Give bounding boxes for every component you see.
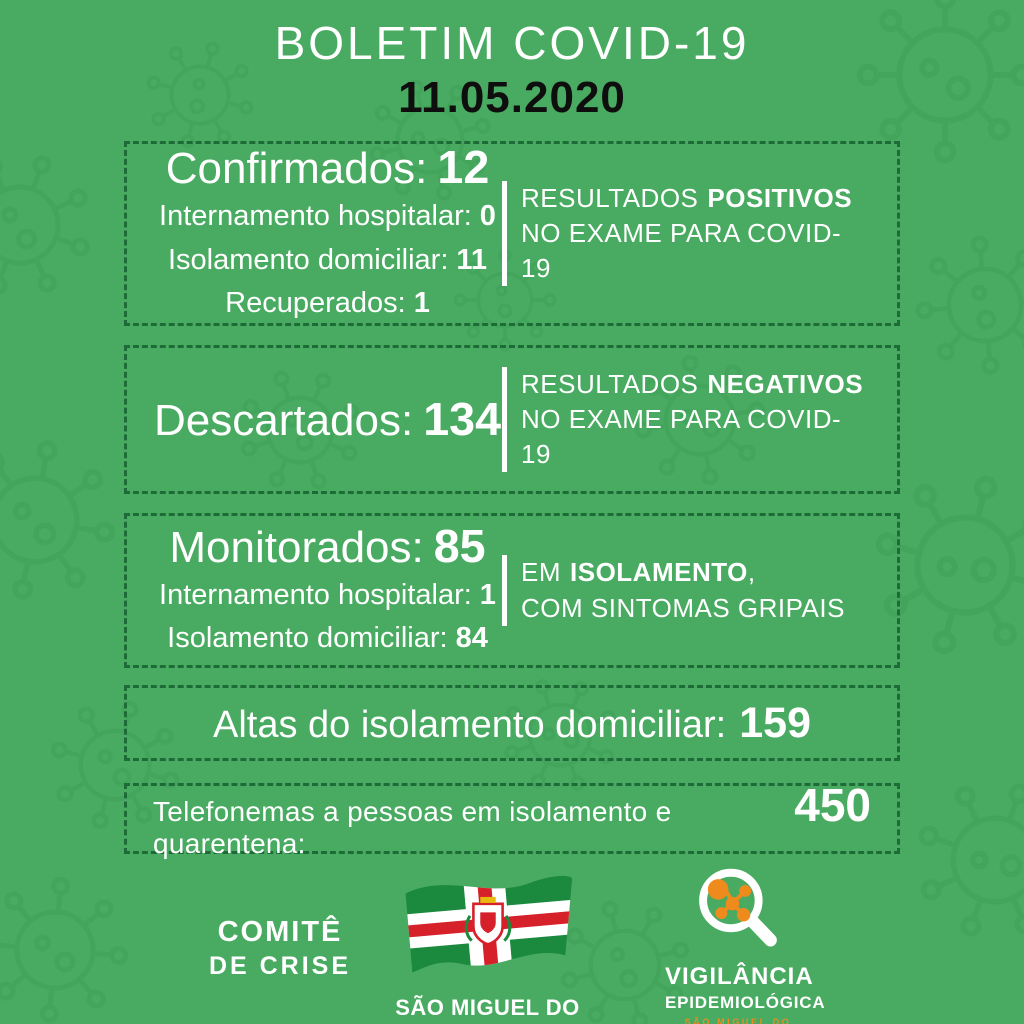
- discarded-label: Descartados:: [153, 395, 414, 445]
- detail-label: Internamento hospitalar:: [159, 578, 472, 611]
- vigilancia-city: SÃO MIGUEL DO OESTE: [684, 1017, 792, 1024]
- detail-row-hospital: Internamento hospitalar: 0: [153, 195, 502, 239]
- detail-label: Isolamento domiciliar:: [167, 243, 449, 276]
- comite-line1: COMITÊ: [217, 916, 343, 948]
- monitored-value: 85: [433, 520, 486, 573]
- note-text: RESULTADOS: [521, 182, 699, 213]
- discarded-cases-box: Descartados: 134 RESULTADOS NEGATIVOS NO E…: [124, 345, 900, 494]
- magnifier-virus-icon: [699, 868, 777, 947]
- vigilancia-title: VIGILÂNCIA: [665, 963, 814, 990]
- note-text: ,: [747, 557, 756, 588]
- sao-miguel-do-oeste-flag-icon: [405, 875, 572, 973]
- monitored-cases-box: Monitorados: 85 Internamento hospitalar: 1…: [124, 513, 900, 668]
- epidemiological-surveillance-logo: VIGILÂNCIA EPIDEMIOLÓGICA SÃO MIGUEL DO …: [665, 864, 826, 1024]
- note-text: EM: [521, 557, 561, 588]
- note-bold: NEGATIVOS: [707, 368, 864, 399]
- negative-results-note: RESULTADOS NEGATIVOS NO EXAME PARA COVID-…: [502, 366, 871, 473]
- monitored-headline: Monitorados: 85: [153, 520, 502, 574]
- monitored-cases-stats: Monitorados: 85 Internamento hospitalar: 1…: [153, 520, 502, 661]
- confirmed-value: 12: [437, 141, 490, 194]
- vigilancia-subtitle: EPIDEMIOLÓGICA: [665, 993, 826, 1012]
- crisis-committee-label: COMITÊ DE CRISE: [200, 916, 360, 981]
- phone-calls-box: Telefonemas a pessoas em isolamento e qu…: [124, 779, 900, 859]
- comite-line2: DE CRISE: [208, 952, 352, 980]
- confirmed-label: Confirmados:: [165, 144, 428, 194]
- phone-calls-line: Telefonemas a pessoas em isolamento e qu…: [153, 778, 871, 860]
- detail-row-recovered: Recuperados: 1: [153, 282, 502, 326]
- discharges-label: Altas do isolamento domiciliar:: [213, 703, 727, 746]
- note-text: NO EXAME PARA COVID-19: [521, 217, 842, 284]
- detail-label: Recuperados:: [225, 287, 406, 320]
- monitored-label: Monitorados:: [169, 523, 424, 573]
- detail-value: 0: [479, 200, 496, 233]
- page-title: BOLETIM COVID-19: [274, 17, 750, 69]
- confirmed-cases-box: Confirmados: 12 Internamento hospitalar: 0…: [124, 141, 900, 326]
- isolation-discharges-box: Altas do isolamento domiciliar: 159: [124, 685, 900, 761]
- city-flag-caption: SÃO MIGUEL DO OESTE: [395, 995, 580, 1024]
- discharges-value: 159: [739, 698, 811, 747]
- phone-calls-value: 450: [794, 778, 871, 831]
- discarded-cases-stats: Descartados: 134: [153, 393, 502, 447]
- detail-row-home-isolation: Isolamento domiciliar: 11: [153, 239, 502, 283]
- detail-label: Isolamento domiciliar:: [167, 622, 448, 655]
- detail-label: Internamento hospitalar:: [159, 200, 472, 233]
- detail-value: 1: [413, 287, 430, 320]
- phone-calls-label: Telefonemas a pessoas em isolamento e qu…: [153, 795, 672, 859]
- city-flag-block: SÃO MIGUEL DO OESTE: [390, 866, 585, 1024]
- detail-value: 1: [479, 578, 496, 611]
- detail-value: 84: [455, 622, 488, 655]
- detail-row-hospital: Internamento hospitalar: 1: [153, 574, 502, 618]
- note-text: RESULTADOS: [521, 368, 699, 399]
- positive-results-note: RESULTADOS POSITIVOS NO EXAME PARA COVID-…: [502, 180, 871, 287]
- discharges-line: Altas do isolamento domiciliar: 159: [153, 699, 871, 748]
- discarded-headline: Descartados: 134: [153, 393, 502, 447]
- confirmed-cases-stats: Confirmados: 12 Internamento hospitalar: 0…: [153, 141, 502, 325]
- note-bold: ISOLAMENTO: [570, 557, 748, 588]
- detail-value: 11: [456, 243, 488, 276]
- isolation-symptoms-note: EM ISOLAMENTO, COM SINTOMAS GRIPAIS: [502, 555, 871, 626]
- bulletin-date: 11.05.2020: [398, 73, 626, 122]
- confirmed-headline: Confirmados: 12: [153, 141, 502, 195]
- note-text: COM SINTOMAS GRIPAIS: [521, 592, 845, 623]
- note-bold: POSITIVOS: [707, 182, 853, 213]
- discarded-value: 134: [423, 392, 502, 445]
- note-text: NO EXAME PARA COVID-19: [521, 403, 842, 470]
- detail-row-home-isolation: Isolamento domiciliar: 84: [153, 617, 502, 661]
